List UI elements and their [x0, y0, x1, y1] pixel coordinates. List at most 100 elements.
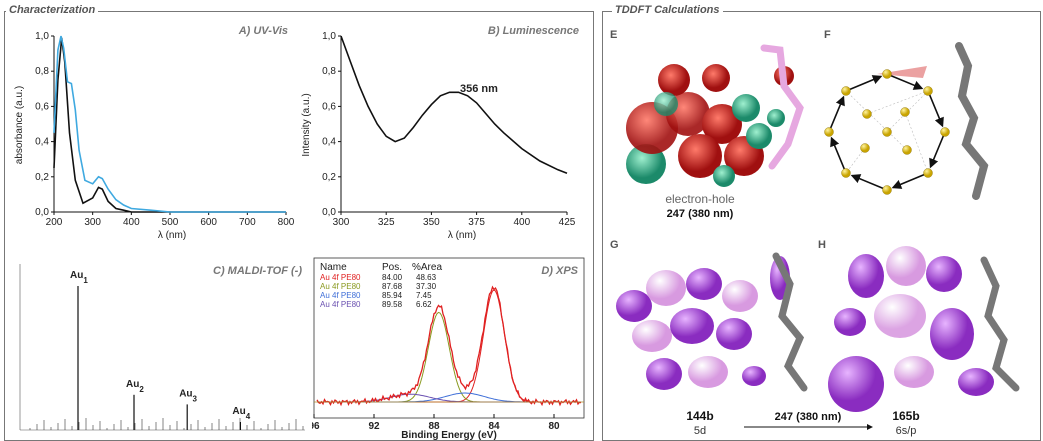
- panel-e-caption1: electron-hole: [665, 192, 735, 206]
- bond-line: [904, 111, 929, 174]
- x-tick-label: 300: [84, 217, 101, 228]
- luminescence-chart: B) Luminescence 300 325 350 375 400 425 0,0 0,2…: [301, 25, 579, 241]
- maldi-peak-label: Au3: [179, 388, 197, 403]
- x-tick-label: 400: [123, 217, 140, 228]
- x-tick-label: 300: [333, 217, 350, 228]
- transfer-arrow: [830, 136, 847, 174]
- xps-chart: D) XPS Name Pos. %Area Au 4f PE80 84.00 48.63…: [312, 257, 585, 440]
- ligand-stick: [955, 42, 989, 200]
- xps-plot-area: [313, 257, 585, 419]
- xps-component-1: [317, 311, 581, 403]
- au-atom: [923, 168, 933, 178]
- orbital-165b: [828, 246, 1020, 412]
- panel-h-label: H: [818, 239, 826, 251]
- y-tick-label: 0,2: [322, 172, 336, 183]
- x-tick-label: 88: [428, 421, 440, 432]
- xps-row-pos: 85.94: [382, 291, 403, 300]
- au-atom: [862, 109, 872, 119]
- transfer-arrow: [891, 172, 929, 189]
- transfer-arrow: [828, 95, 845, 133]
- panel-h-caption1: 165b: [892, 409, 919, 423]
- x-tick-label: 92: [368, 421, 380, 432]
- transition-arrow-label: 247 (380 nm): [775, 411, 842, 423]
- lumi-xlabel: λ (nm): [448, 230, 476, 241]
- au-atom: [900, 107, 910, 117]
- transfer-arrow: [850, 174, 888, 191]
- xps-row-name: Au 4f PE80: [320, 282, 361, 291]
- au-atom: [923, 86, 933, 96]
- tddft-figures: E electron-hole 247 (380 nm) F G: [610, 29, 1020, 437]
- panel-f-label: F: [824, 29, 831, 41]
- y-tick-label: 0,6: [322, 101, 336, 112]
- tddft-title: TDDFT Calculations: [612, 4, 723, 16]
- characterization-title: Characterization: [6, 4, 99, 16]
- series-line-0: [53, 37, 286, 213]
- x-tick-label: 400: [513, 217, 530, 228]
- xps-row-name: Au 4f PE80: [320, 300, 361, 309]
- xps-row-area: 37.30: [416, 282, 437, 291]
- uvvis-chart: A) UV-Vis 200 300 400 500 600 700 800 0,0 0,2 0,4…: [14, 25, 295, 241]
- y-tick-label: 0,4: [322, 137, 336, 148]
- maldi-chart: C) MALDI-TOF (-) Au1 Au2 Au3 Au4: [19, 264, 305, 431]
- transfer-arrow: [845, 75, 883, 92]
- lumi-panel-label: B) Luminescence: [488, 25, 579, 37]
- y-tick-label: 0,8: [35, 66, 49, 77]
- electron-hole-isosurface: [626, 44, 804, 187]
- xps-row-area: 48.63: [416, 273, 437, 282]
- y-tick-label: 1,0: [322, 31, 336, 42]
- x-tick-label: 700: [239, 217, 256, 228]
- xps-row-pos: 84.00: [382, 273, 403, 282]
- au-atom: [860, 143, 870, 153]
- panel-g-caption2: 5d: [694, 425, 706, 437]
- x-tick-label: 96: [312, 421, 320, 432]
- maldi-peak-label: Au4: [232, 406, 250, 421]
- au-atom: [841, 168, 851, 178]
- bond-line: [845, 147, 866, 174]
- x-tick-label: 350: [423, 217, 440, 228]
- panel-g-caption1: 144b: [686, 409, 713, 423]
- xps-table-header: Pos.: [382, 262, 402, 273]
- au-atom: [824, 127, 834, 137]
- xps-row-name: Au 4f PE80: [320, 273, 361, 282]
- xps-envelope: [316, 285, 582, 407]
- y-tick-label: 0,8: [322, 66, 336, 77]
- series-line-0: [340, 35, 568, 175]
- bond-line: [845, 90, 908, 151]
- y-tick-label: 0,0: [322, 207, 336, 218]
- uvvis-panel-label: A) UV-Vis: [238, 25, 288, 37]
- x-tick-label: 325: [378, 217, 395, 228]
- xps-table-header: %Area: [412, 262, 442, 273]
- x-tick-label: 425: [559, 217, 576, 228]
- panel-e-label: E: [610, 29, 617, 41]
- xps-row-area: 7.45: [416, 291, 432, 300]
- orbital-144b: [616, 252, 808, 392]
- y-tick-label: 1,0: [35, 31, 49, 42]
- lumi-annotation: 356 nm: [460, 83, 498, 95]
- transfer-arrow: [929, 131, 946, 169]
- x-tick-label: 200: [46, 217, 63, 228]
- au-atom: [841, 86, 851, 96]
- au-atom: [902, 145, 912, 155]
- xps-panel-label: D) XPS: [541, 265, 578, 277]
- transfer-arrow: [886, 73, 924, 90]
- maldi-peak-label: Au1: [70, 270, 88, 285]
- xps-xlabel: Binding Energy (eV): [401, 430, 497, 440]
- transfer-arrow: [927, 90, 944, 128]
- y-tick-label: 0,0: [35, 207, 49, 218]
- panel-h-caption2: 6s/p: [896, 425, 917, 437]
- panel-g-label: G: [610, 239, 619, 251]
- bond-line: [866, 90, 929, 115]
- x-tick-label: 84: [488, 421, 500, 432]
- xps-row-area: 6.62: [416, 300, 432, 309]
- y-tick-label: 0,4: [35, 137, 49, 148]
- x-tick-label: 600: [200, 217, 217, 228]
- maldi-panel-label: C) MALDI-TOF (-): [213, 265, 302, 277]
- xps-row-name: Au 4f PE80: [320, 291, 361, 300]
- x-tick-label: 80: [548, 421, 560, 432]
- uvvis-xlabel: λ (nm): [158, 230, 186, 241]
- lumi-ylabel: Intensity (a.u.): [301, 93, 312, 156]
- au-atom: [882, 69, 892, 79]
- xps-table-header: Name: [320, 262, 347, 273]
- au-atom: [940, 127, 950, 137]
- panel-e-caption2: 247 (380 nm): [667, 208, 734, 220]
